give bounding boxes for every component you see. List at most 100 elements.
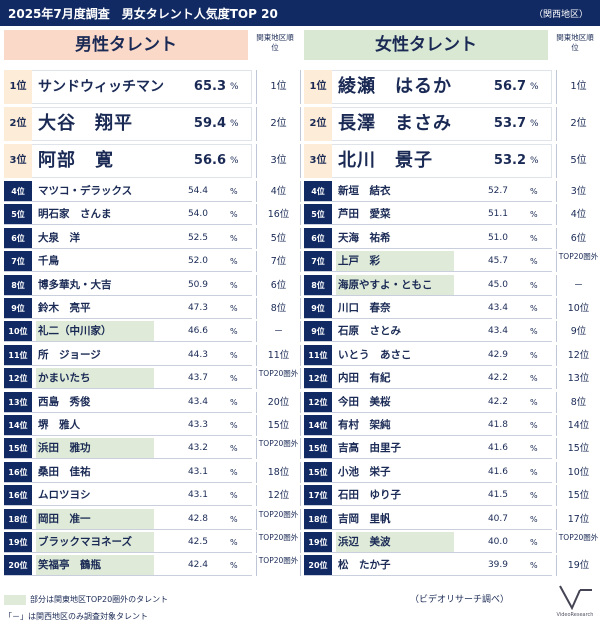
popularity-score: 54.4 — [187, 186, 208, 196]
female-row: 14位 有村 架純 41.8% 14位 — [304, 415, 600, 436]
talent-name: 堺 雅人 — [38, 419, 80, 431]
row-divider — [4, 201, 252, 202]
popularity-score: 41.5 — [487, 490, 508, 501]
popularity-score: 52.7 — [487, 186, 508, 196]
female-row: 3位 北川 景子 53.2% 5位 — [304, 144, 600, 178]
row-divider — [4, 388, 252, 390]
male-kanto-header: 関東地区順位 — [256, 33, 294, 52]
kanto-rank: 18位 — [256, 461, 301, 483]
female-row: 15位 小池 栄子 41.6% 10位 — [304, 461, 600, 483]
rank-badge: 3位 — [4, 144, 32, 178]
kanto-rank: 2位 — [256, 107, 301, 141]
row-divider — [304, 575, 552, 577]
rank-badge: 11位 — [304, 344, 332, 366]
row-divider — [4, 224, 252, 226]
rank-badge: 4位 — [304, 181, 332, 202]
female-row: 20位松 たか子 39.9% 19位 — [304, 555, 600, 577]
rank-badge: 2位 — [304, 107, 332, 141]
male-row: 3位 阿部 寛 56.6% 3位 — [4, 144, 304, 178]
row-divider — [4, 341, 252, 343]
popularity-score: 53.7 — [493, 116, 526, 131]
percent-sign: % — [530, 257, 538, 267]
percent-sign: % — [530, 491, 538, 501]
male-row: 7位 千鳥 52.0% 7位 — [4, 251, 304, 273]
female-row: 11位 いとう あさこ 42.9% 12位 — [304, 344, 600, 366]
row-divider — [4, 271, 252, 273]
rank-badge: 7位 — [304, 251, 332, 273]
kanto-rank: TOP20圏外 — [256, 508, 301, 530]
talent-name: 桑田 佳祐 — [38, 465, 91, 478]
row-divider — [304, 247, 552, 249]
male-row: 11位所 ジョージ 44.3% 11位 — [4, 344, 304, 366]
kanto-rank: 17位 — [556, 508, 600, 530]
talent-name: いとう あさこ — [338, 348, 412, 361]
percent-sign: % — [530, 187, 538, 196]
rank-badge: 9位 — [4, 298, 32, 319]
row-divider — [304, 458, 552, 460]
rank-badge: 10位 — [4, 321, 32, 343]
talent-name: 浜辺 美波 — [336, 532, 454, 553]
row-divider — [304, 481, 552, 483]
popularity-score: 65.3 — [193, 79, 226, 94]
percent-sign: % — [230, 444, 238, 454]
kanto-rank: － — [256, 321, 301, 343]
kanto-rank: 14位 — [556, 415, 600, 436]
female-row: 19位 浜辺 美波 40.0% TOP20圏外 — [304, 532, 600, 553]
row-divider — [304, 388, 552, 390]
popularity-score: 56.6 — [193, 153, 226, 168]
male-row: 6位 大泉 洋 52.5% 5位 — [4, 227, 304, 249]
talent-name: 天海 祐希 — [338, 231, 391, 244]
popularity-score: 42.8 — [187, 513, 208, 524]
row-divider — [4, 411, 252, 413]
percent-sign: % — [230, 280, 238, 290]
kanto-rank: TOP20圏外 — [556, 251, 600, 273]
percent-sign: % — [530, 280, 538, 290]
female-row: 12位 内田 有紀 42.2% 13位 — [304, 368, 600, 390]
female-row: 2位 長澤 まさみ 53.7% 2位 — [304, 107, 600, 141]
percent-sign: % — [230, 257, 238, 267]
percent-sign: % — [230, 491, 238, 501]
kanto-rank: 10位 — [556, 298, 600, 319]
percent-sign: % — [230, 156, 239, 166]
popularity-score: 42.4 — [187, 560, 208, 571]
male-row: 4位 マツコ・デラックス 54.4% 4位 — [4, 181, 304, 202]
kanto-rank: 5位 — [256, 227, 301, 249]
rank-badge: 12位 — [304, 391, 332, 413]
popularity-score: 39.9 — [487, 560, 508, 571]
highlight-swatch — [4, 594, 26, 605]
kanto-rank: 3位 — [556, 181, 600, 202]
female-kanto-header: 関東地区順位 — [556, 33, 594, 52]
percent-sign: % — [530, 210, 538, 220]
percent-sign: % — [530, 350, 538, 360]
talent-name: マツコ・デラックス — [38, 185, 133, 197]
rank-badge: 15位 — [304, 438, 332, 460]
percent-sign: % — [230, 327, 238, 337]
talent-name: 川口 春奈 — [338, 302, 391, 314]
rank-badge: 1位 — [304, 70, 332, 104]
row-divider — [304, 341, 552, 343]
row-divider — [4, 528, 252, 530]
rank-badge: 12位 — [4, 368, 32, 390]
row-divider — [304, 528, 552, 530]
female-row: 7位 上戸 彩 45.7% TOP20圏外 — [304, 251, 600, 273]
popularity-score: 53.2 — [493, 153, 526, 168]
male-row: 13位 西島 秀俊 43.4% 20位 — [4, 391, 304, 413]
talent-name: かまいたち — [36, 368, 154, 390]
popularity-score: 42.9 — [487, 349, 508, 360]
popularity-score: 51.1 — [487, 209, 508, 220]
male-row: 2位 大谷 翔平 59.4% 2位 — [4, 107, 304, 141]
percent-sign: % — [530, 444, 538, 454]
rank-badge: 19位 — [304, 532, 332, 553]
row-divider — [304, 294, 552, 296]
female-row: 9位 石原 さとみ 43.4% 9位 — [304, 321, 600, 343]
rank-badge: 18位 — [304, 508, 332, 530]
popularity-score: 40.7 — [487, 513, 508, 524]
row-divider — [4, 364, 252, 366]
row-divider — [304, 552, 552, 553]
talent-name: ムロツヨシ — [38, 489, 91, 502]
male-row: 19位 ブラックマヨネーズ 42.5% TOP20圏外 — [4, 532, 304, 553]
rank-badge: 7位 — [4, 251, 32, 273]
kanto-rank: 6位 — [256, 274, 301, 296]
percent-sign: % — [530, 561, 538, 571]
row-divider — [4, 575, 252, 577]
